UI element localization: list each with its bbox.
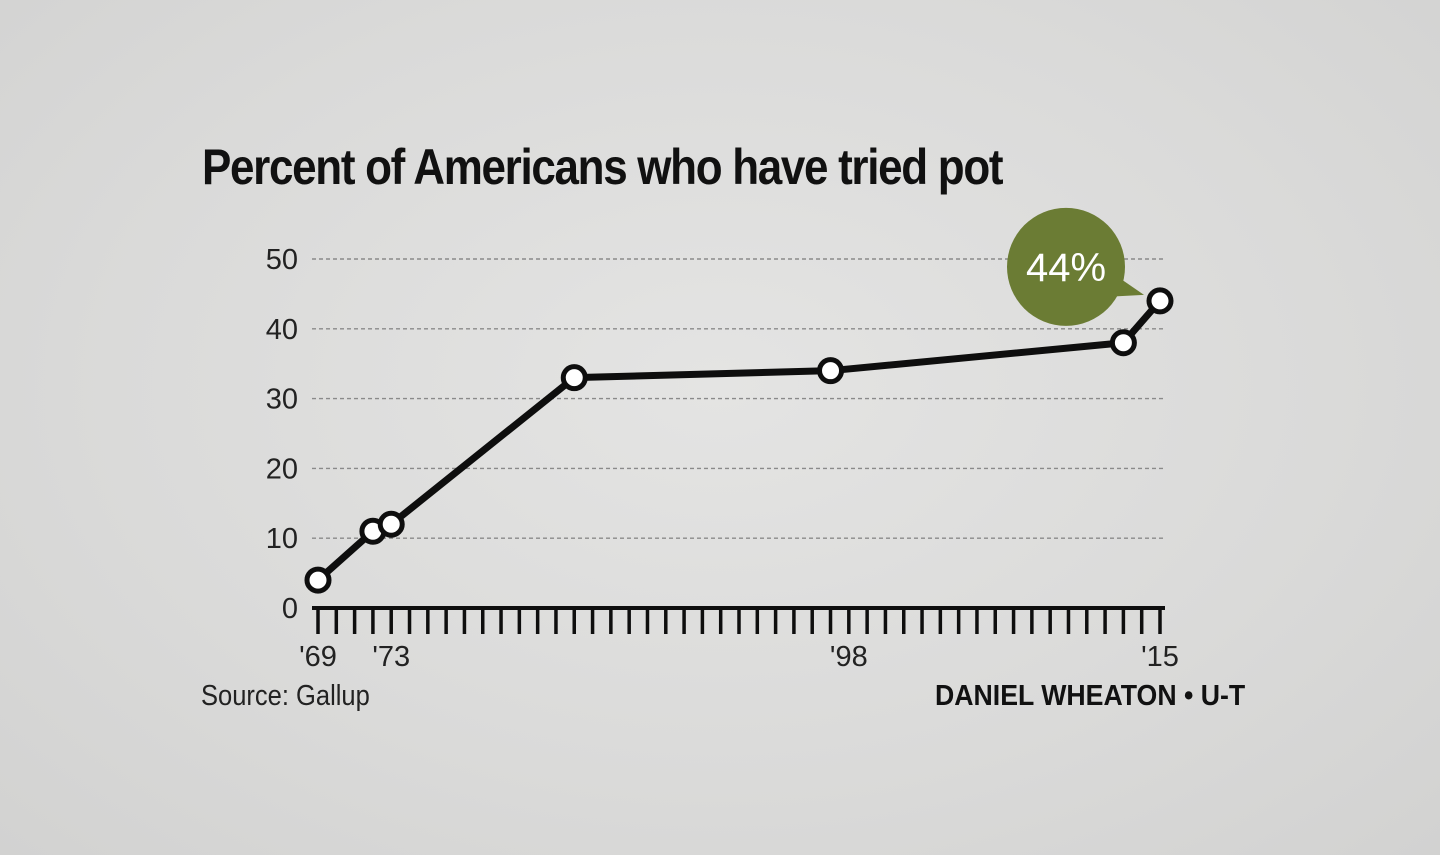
x-axis: '69 '73 '98 '15 (299, 606, 1179, 673)
y-tick-label-50: 50 (266, 244, 298, 276)
callout-circle (1007, 207, 1125, 326)
data-point-1969 (304, 566, 332, 594)
y-tick-label-0: 0 (282, 593, 298, 625)
y-tick-label-30: 30 (266, 384, 298, 416)
y-tick-label-40: 40 (266, 314, 298, 346)
x-tick-label-1969: '69 (299, 641, 337, 673)
data-point-2013 (1109, 329, 1137, 357)
callout-label: 44% (1026, 246, 1106, 290)
data-point-1973 (377, 510, 405, 538)
chart-title: Percent of Americans who have tried pot (202, 139, 1004, 195)
x-tick-label-1973: '73 (372, 641, 410, 673)
y-tick-label-20: 20 (266, 453, 298, 485)
y-tick-label-10: 10 (266, 523, 298, 555)
data-point-1983 (560, 364, 588, 392)
source-note: Source: Gallup (201, 680, 370, 712)
data-point-1997 (817, 357, 845, 385)
callout-badge: 44% (1007, 207, 1144, 326)
data-series (304, 287, 1174, 594)
byline-credit: DANIEL WHEATON • U-T (934, 680, 1245, 712)
y-axis: 0 10 20 30 40 50 (266, 244, 298, 625)
data-point-2015 (1146, 287, 1174, 315)
x-tick-label-2015: '15 (1141, 641, 1179, 673)
x-tick-label-1998: '98 (830, 641, 868, 673)
